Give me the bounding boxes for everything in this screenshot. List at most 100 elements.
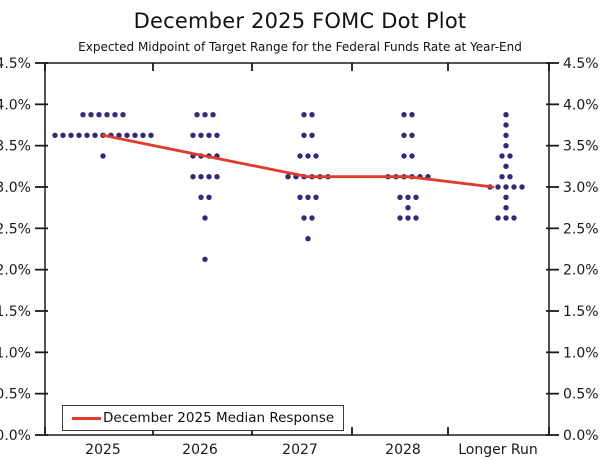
dot (132, 132, 138, 138)
dot (305, 153, 311, 159)
dot (309, 215, 315, 221)
dot (198, 174, 204, 180)
dot (112, 112, 118, 118)
y-tick-label-right: 4.0% (563, 97, 599, 113)
dot (84, 132, 90, 138)
y-tick-label-right: 4.5% (563, 56, 599, 72)
y-tick-label-left: 4.0% (0, 97, 31, 113)
dot (210, 112, 216, 118)
dot (405, 205, 411, 211)
dot (198, 194, 204, 200)
dot (202, 256, 208, 262)
dot (413, 194, 419, 200)
dot (503, 112, 509, 118)
y-tick-label-right: 1.0% (563, 345, 599, 361)
dot (397, 194, 403, 200)
dot (519, 184, 525, 190)
x-category-label: 2025 (85, 442, 121, 458)
y-tick-label-left: 3.5% (0, 139, 31, 155)
dot (198, 132, 204, 138)
dot (68, 132, 74, 138)
dot (104, 112, 110, 118)
dot (76, 132, 82, 138)
dot (120, 112, 126, 118)
dot (405, 194, 411, 200)
dot (206, 194, 212, 200)
dot (401, 132, 407, 138)
dot (503, 215, 509, 221)
dot (401, 112, 407, 118)
dot (301, 132, 307, 138)
y-tick-label-left: 2.0% (0, 263, 31, 279)
dot (503, 132, 509, 138)
dot (194, 112, 200, 118)
dot (202, 112, 208, 118)
dot (397, 215, 403, 221)
dot (309, 112, 315, 118)
dot (297, 194, 303, 200)
dot (297, 153, 303, 159)
dot (190, 132, 196, 138)
y-tick-label-right: 3.0% (563, 180, 599, 196)
y-tick-label-right: 2.5% (563, 221, 599, 237)
dot (214, 132, 220, 138)
dot (511, 215, 517, 221)
dot (409, 132, 415, 138)
dot (301, 215, 307, 221)
dot (190, 174, 196, 180)
dot (409, 112, 415, 118)
dot (116, 132, 122, 138)
x-category-label: 2028 (385, 442, 421, 458)
y-tick-label-right: 0.0% (563, 428, 599, 444)
legend: December 2025 Median Response (62, 405, 345, 431)
dot (499, 153, 505, 159)
dot (503, 205, 509, 211)
dot (80, 112, 86, 118)
x-category-label: 2026 (182, 442, 218, 458)
y-tick-label-right: 0.5% (563, 387, 599, 403)
dot (285, 174, 291, 180)
dot (313, 194, 319, 200)
dot (124, 132, 130, 138)
y-tick-label-left: 0.0% (0, 428, 31, 444)
dot (503, 194, 509, 200)
dot (60, 132, 66, 138)
dot (214, 174, 220, 180)
dot (92, 132, 98, 138)
dot (206, 132, 212, 138)
x-category-label: 2027 (282, 442, 318, 458)
dot (88, 112, 94, 118)
y-tick-label-left: 4.5% (0, 56, 31, 72)
y-tick-label-left: 3.0% (0, 180, 31, 196)
dot (305, 194, 311, 200)
x-category-label: Longer Run (458, 442, 538, 458)
dot (309, 132, 315, 138)
y-tick-label-right: 2.0% (563, 263, 599, 279)
dot (503, 122, 509, 128)
dot (401, 153, 407, 159)
y-tick-label-left: 0.5% (0, 387, 31, 403)
dot (206, 174, 212, 180)
dot (503, 184, 509, 190)
dot (313, 153, 319, 159)
chart-subtitle: Expected Midpoint of Target Range for th… (78, 40, 522, 54)
dot (301, 112, 307, 118)
y-tick-label-left: 1.5% (0, 304, 31, 320)
dot (503, 163, 509, 169)
dot (100, 153, 106, 159)
dot (495, 215, 501, 221)
legend-label: December 2025 Median Response (103, 410, 335, 426)
dot (140, 132, 146, 138)
dot (503, 143, 509, 149)
dot (148, 132, 154, 138)
dot (499, 174, 505, 180)
dot (511, 184, 517, 190)
dot (507, 153, 513, 159)
median-line (101, 133, 495, 189)
median-line-swatch (72, 416, 101, 420)
dot (507, 174, 513, 180)
dot (96, 112, 102, 118)
dot (409, 153, 415, 159)
